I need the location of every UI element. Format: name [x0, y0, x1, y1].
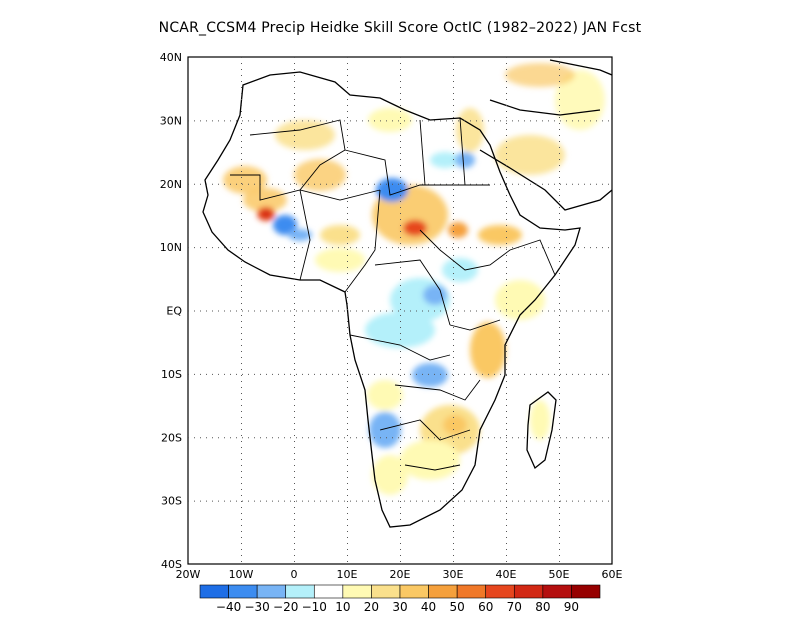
- coastlines: [202, 59, 612, 528]
- lon-tick-label: 20W: [176, 568, 201, 581]
- colorbar-swatch: [542, 584, 572, 599]
- colorbar-swatch: [199, 584, 229, 599]
- colorbar-label: 30: [392, 600, 407, 614]
- lat-tick-label: 20S: [161, 431, 182, 444]
- chart-title: NCAR_CCSM4 Precip Heidke Skill Score Oct…: [158, 20, 642, 36]
- lat-tick-label: 30N: [160, 114, 182, 127]
- colorbar-swatch: [342, 584, 372, 599]
- colorbar-label: 60: [478, 600, 493, 614]
- colorbar-label: −10: [302, 600, 327, 614]
- lon-tick-label: 20E: [390, 568, 411, 581]
- colorbar-label: −20: [273, 600, 298, 614]
- lat-tick-label: 40S: [161, 558, 182, 571]
- lat-tick-label: 20N: [160, 178, 182, 191]
- colorbar-labels: −40 −30 −20 −10 10 20 30 40 50 60 70 80 90: [216, 600, 579, 614]
- colorbar-swatch: [399, 584, 429, 599]
- skill-score-shading: [223, 63, 605, 495]
- lat-tick-label: 40N: [160, 51, 182, 64]
- colorbar-swatch: [428, 584, 458, 599]
- colorbar-label: 90: [564, 600, 579, 614]
- lon-tick-label: 0: [291, 568, 298, 581]
- colorbar-swatch: [228, 584, 258, 599]
- colorbar-label: 40: [421, 600, 436, 614]
- colorbar-label: 80: [535, 600, 550, 614]
- lat-tick-label: 10S: [161, 368, 182, 381]
- lat-tick-label: 30S: [161, 495, 182, 508]
- colorbar-swatch: [371, 584, 401, 599]
- lon-tick-label: 50E: [549, 568, 570, 581]
- lat-tick-label: EQ: [166, 305, 182, 318]
- colorbar-label: 20: [364, 600, 379, 614]
- colorbar-label: −30: [244, 600, 269, 614]
- lon-tick-label: 10E: [337, 568, 358, 581]
- lat-tick-label: 10N: [160, 241, 182, 254]
- colorbar-label: −40: [216, 600, 241, 614]
- colorbar-swatch: [571, 584, 601, 599]
- colorbar-swatch: [485, 584, 515, 599]
- colorbar-swatch: [456, 584, 487, 599]
- lon-tick-label: 10W: [229, 568, 254, 581]
- colorbar-swatch: [285, 584, 315, 599]
- colorbar: [199, 584, 601, 599]
- lon-tick-label: 40E: [496, 568, 517, 581]
- colorbar-swatch: [513, 584, 544, 599]
- lon-tick-label: 60E: [602, 568, 623, 581]
- colorbar-swatch: [256, 584, 287, 599]
- colorbar-label: 50: [450, 600, 465, 614]
- lon-tick-label: 30E: [443, 568, 464, 581]
- colorbar-label: 70: [507, 600, 522, 614]
- colorbar-swatch: [313, 584, 344, 599]
- graticule: [188, 57, 609, 562]
- colorbar-label: 10: [335, 600, 350, 614]
- country-borders: [230, 117, 556, 471]
